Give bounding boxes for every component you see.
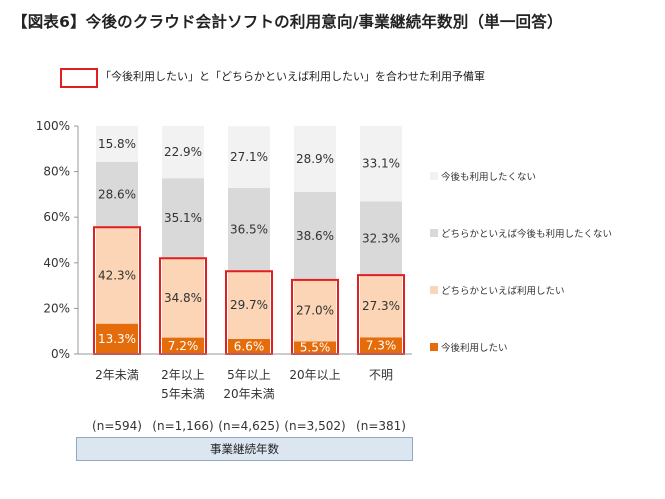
legend-swatch: [430, 229, 438, 237]
data-label: 42.3%: [98, 268, 136, 282]
sample-size-label: (n=3,502): [284, 419, 345, 433]
data-label: 27.0%: [296, 304, 334, 318]
y-tick-label: 100%: [36, 119, 70, 133]
data-label: 13.3%: [98, 332, 136, 346]
sample-size-label: (n=4,625): [218, 419, 279, 433]
bar-segment: [360, 201, 402, 276]
x-tick-label: 不明: [369, 368, 393, 382]
data-label: 36.5%: [230, 223, 268, 237]
bar-segment: [360, 126, 402, 202]
bar-segment: [96, 323, 138, 354]
x-tick-label: 2年以上: [161, 368, 205, 382]
data-label: 35.1%: [164, 211, 202, 225]
data-label: 5.5%: [300, 341, 331, 355]
data-label: 29.7%: [230, 298, 268, 312]
data-label: 28.6%: [98, 188, 136, 202]
bar-segment: [228, 338, 270, 354]
legend-swatch: [430, 343, 438, 351]
data-label: 22.9%: [164, 145, 202, 159]
bar-segment: [294, 126, 336, 192]
data-label: 27.1%: [230, 150, 268, 164]
data-label: 15.8%: [98, 137, 136, 151]
y-tick-label: 60%: [43, 210, 70, 224]
x-tick-label: 20年未満: [223, 387, 274, 401]
bar-segment: [360, 275, 402, 338]
x-tick-label: 20年以上: [289, 368, 340, 382]
legend-label: どちらかといえば利用したい: [441, 285, 565, 297]
x-axis-title: 事業継続年数: [76, 437, 413, 461]
legend-swatch: [430, 286, 438, 294]
y-tick-label: 40%: [43, 256, 70, 270]
x-tick-label: 5年以上: [227, 368, 271, 382]
legend-label: どちらかといえば今後も利用したくない: [441, 228, 612, 240]
bar-segment: [162, 126, 204, 179]
data-label: 7.2%: [168, 339, 199, 353]
y-tick-label: 80%: [43, 165, 70, 179]
y-tick-label: 20%: [43, 301, 70, 315]
bar-segment: [294, 279, 336, 342]
highlight-note: 「今後利用したい」と「どちらかといえば利用したい」を合わせた利用予備軍: [100, 70, 485, 83]
bar-segment: [96, 162, 138, 228]
data-label: 34.8%: [164, 291, 202, 305]
data-label: 28.9%: [296, 152, 334, 166]
data-label: 7.3%: [366, 339, 397, 353]
data-label: 38.6%: [296, 229, 334, 243]
bar-segment: [228, 126, 270, 189]
legend-label: 今後利用したい: [441, 342, 508, 354]
bar-segment: [228, 188, 270, 272]
bar-segment: [96, 126, 138, 163]
bar-segment: [162, 258, 204, 338]
legend-label: 今後も利用したくない: [441, 171, 536, 183]
bar-segment: [96, 227, 138, 324]
bar-segment: [228, 271, 270, 339]
bar-segment: [294, 341, 336, 354]
x-tick-label: 2年未満: [95, 368, 139, 382]
legend-swatch: [430, 172, 438, 180]
highlight-legend-box: [60, 68, 98, 88]
chart-title: 【図表6】今後のクラウド会計ソフトの利用意向/事業継続年数別（単一回答）: [12, 13, 563, 31]
sample-size-label: (n=1,166): [152, 419, 213, 433]
bar-segment: [162, 178, 204, 259]
data-label: 6.6%: [234, 339, 265, 353]
data-label: 32.3%: [362, 231, 400, 245]
y-tick-label: 0%: [51, 347, 70, 361]
bar-segment: [360, 337, 402, 354]
x-tick-label: 5年未満: [161, 387, 205, 401]
data-label: 27.3%: [362, 299, 400, 313]
bar-segment: [162, 337, 204, 354]
bar-segment: [294, 191, 336, 280]
data-label: 33.1%: [362, 157, 400, 171]
sample-size-label: (n=594): [92, 419, 142, 433]
sample-size-label: (n=381): [356, 419, 406, 433]
